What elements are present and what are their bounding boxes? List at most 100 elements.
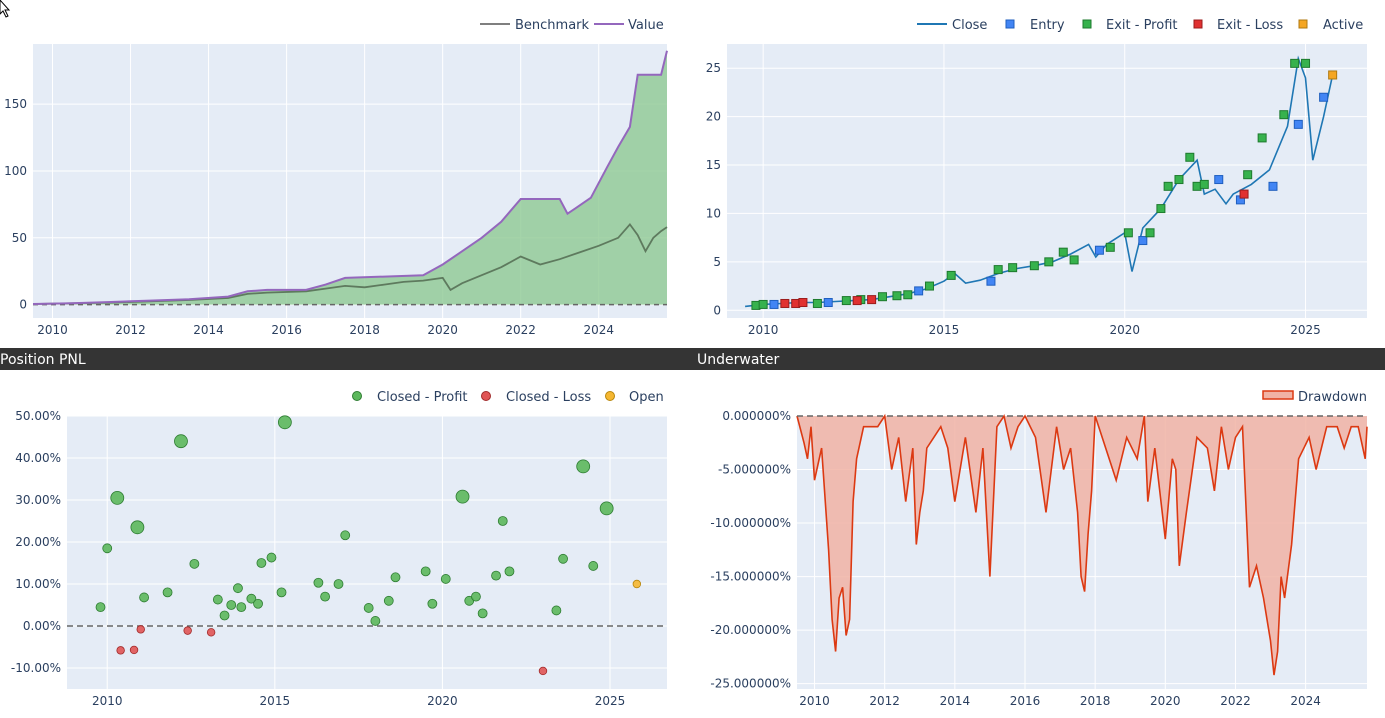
- exit-profit-marker[interactable]: [1069, 255, 1079, 265]
- exit-loss-marker[interactable]: [1239, 189, 1249, 199]
- exit-profit-marker[interactable]: [812, 298, 822, 308]
- closed-loss-point[interactable]: [183, 626, 192, 635]
- exit-profit-marker[interactable]: [1257, 133, 1267, 143]
- exit-profit-marker[interactable]: [1174, 175, 1184, 185]
- closed-loss-point[interactable]: [116, 646, 125, 655]
- closed-profit-point[interactable]: [266, 552, 277, 563]
- legend-entry-label[interactable]: Entry: [1030, 18, 1065, 33]
- closed-profit-point[interactable]: [253, 598, 263, 609]
- active-marker[interactable]: [1328, 70, 1338, 80]
- closed-loss-point[interactable]: [136, 625, 145, 634]
- exit-profit-marker[interactable]: [1199, 179, 1209, 189]
- closed-profit-point[interactable]: [551, 605, 562, 616]
- closed-profit-point[interactable]: [477, 608, 488, 619]
- entry-marker[interactable]: [1293, 119, 1303, 129]
- closed-loss-point[interactable]: [538, 666, 548, 676]
- legend-value-label[interactable]: Value: [628, 18, 664, 33]
- closed-profit-point[interactable]: [497, 516, 508, 526]
- legend-exit-loss-label[interactable]: Exit - Loss: [1217, 18, 1283, 33]
- closed-profit-point[interactable]: [174, 434, 188, 449]
- closed-profit-point[interactable]: [455, 489, 470, 504]
- entry-marker[interactable]: [1138, 236, 1148, 246]
- closed-profit-point[interactable]: [440, 574, 451, 584]
- closed-profit-point[interactable]: [340, 530, 351, 541]
- legend-open-label[interactable]: Open: [629, 390, 664, 405]
- closed-profit-point[interactable]: [320, 591, 331, 602]
- exit-loss-marker[interactable]: [852, 296, 862, 306]
- exit-profit-marker[interactable]: [1058, 247, 1068, 257]
- closed-profit-point[interactable]: [219, 610, 230, 621]
- closed-profit-point[interactable]: [390, 572, 401, 583]
- closed-profit-point[interactable]: [333, 579, 344, 589]
- closed-profit-point[interactable]: [236, 602, 247, 612]
- exit-loss-marker[interactable]: [780, 298, 790, 308]
- exit-profit-marker[interactable]: [1301, 58, 1311, 68]
- closed-profit-point[interactable]: [576, 459, 591, 474]
- legend-drawdown-label[interactable]: Drawdown: [1298, 390, 1367, 405]
- exit-profit-marker[interactable]: [924, 281, 934, 291]
- exit-profit-marker[interactable]: [1008, 263, 1018, 273]
- closed-profit-point[interactable]: [313, 577, 324, 588]
- exit-profit-marker[interactable]: [1163, 181, 1173, 191]
- closed-profit-point[interactable]: [130, 520, 145, 535]
- exit-profit-marker[interactable]: [1279, 110, 1289, 120]
- closed-profit-point[interactable]: [162, 587, 173, 598]
- closed-profit-point[interactable]: [588, 561, 599, 571]
- entry-marker[interactable]: [1214, 175, 1224, 185]
- closed-profit-point[interactable]: [363, 603, 374, 613]
- exit-profit-marker[interactable]: [903, 290, 913, 300]
- closed-profit-point[interactable]: [427, 598, 438, 609]
- closed-profit-point[interactable]: [212, 594, 223, 605]
- entry-marker[interactable]: [823, 298, 833, 308]
- exit-profit-marker[interactable]: [1156, 204, 1166, 214]
- exit-loss-marker[interactable]: [867, 295, 877, 305]
- entry-marker[interactable]: [1268, 181, 1278, 191]
- exit-profit-marker[interactable]: [877, 292, 887, 302]
- closed-profit-point[interactable]: [233, 583, 243, 594]
- entry-marker[interactable]: [986, 276, 996, 286]
- closed-profit-point[interactable]: [95, 602, 106, 612]
- closed-profit-point[interactable]: [226, 600, 237, 610]
- exit-profit-marker[interactable]: [758, 299, 768, 309]
- exit-profit-marker[interactable]: [1185, 152, 1195, 162]
- open-point[interactable]: [632, 579, 642, 589]
- closed-profit-point[interactable]: [491, 570, 501, 581]
- closed-profit-point[interactable]: [276, 587, 287, 598]
- closed-profit-point[interactable]: [110, 490, 125, 505]
- entry-marker[interactable]: [914, 286, 924, 296]
- exit-profit-marker[interactable]: [1243, 170, 1253, 180]
- exit-profit-marker[interactable]: [1044, 257, 1054, 267]
- closed-profit-point[interactable]: [599, 501, 614, 516]
- closed-profit-point[interactable]: [246, 593, 257, 604]
- exit-profit-marker[interactable]: [1290, 58, 1300, 68]
- entry-marker[interactable]: [1094, 245, 1104, 255]
- closed-loss-point[interactable]: [206, 628, 216, 637]
- closed-profit-point[interactable]: [370, 616, 381, 626]
- closed-profit-point[interactable]: [504, 566, 515, 577]
- closed-loss-point[interactable]: [129, 645, 139, 655]
- exit-profit-marker[interactable]: [892, 291, 902, 301]
- exit-profit-marker[interactable]: [1105, 242, 1115, 252]
- legend-exit-profit-label[interactable]: Exit - Profit: [1106, 18, 1177, 33]
- legend-closed-profit-label[interactable]: Closed - Profit: [377, 390, 468, 405]
- legend-active-label[interactable]: Active: [1323, 18, 1363, 33]
- closed-profit-point[interactable]: [471, 591, 481, 602]
- closed-profit-point[interactable]: [139, 592, 149, 603]
- closed-profit-point[interactable]: [102, 543, 113, 554]
- exit-profit-marker[interactable]: [1029, 261, 1039, 271]
- exit-profit-marker[interactable]: [1145, 228, 1155, 238]
- entry-marker[interactable]: [1319, 92, 1329, 102]
- entry-marker[interactable]: [769, 299, 779, 309]
- exit-profit-marker[interactable]: [1123, 228, 1133, 238]
- closed-profit-point[interactable]: [558, 553, 568, 564]
- closed-profit-point[interactable]: [277, 415, 292, 430]
- exit-profit-marker[interactable]: [841, 296, 851, 306]
- closed-profit-point[interactable]: [256, 558, 267, 568]
- legend-closed-loss-label[interactable]: Closed - Loss: [506, 390, 591, 405]
- exit-profit-marker[interactable]: [993, 265, 1003, 275]
- closed-profit-point[interactable]: [383, 595, 394, 606]
- closed-profit-point[interactable]: [420, 566, 431, 577]
- exit-loss-marker[interactable]: [798, 298, 808, 308]
- exit-profit-marker[interactable]: [946, 270, 956, 280]
- closed-profit-point[interactable]: [189, 558, 200, 569]
